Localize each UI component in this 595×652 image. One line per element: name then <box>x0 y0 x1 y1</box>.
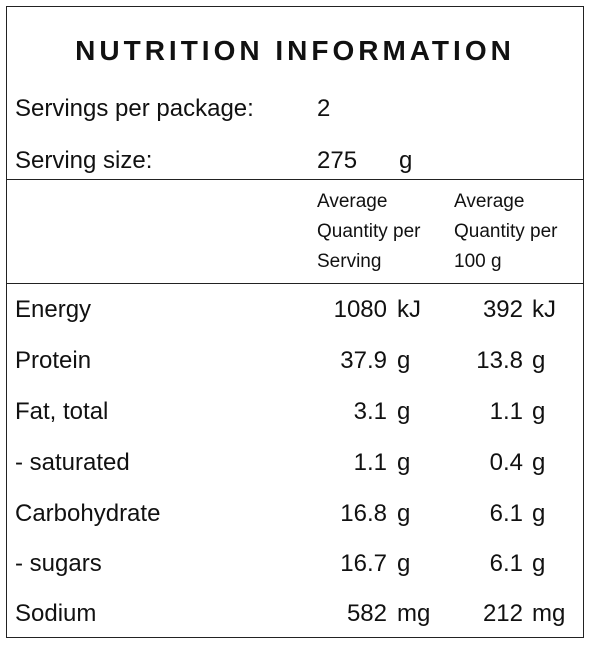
nutrient-name: Fat, total <box>15 398 109 425</box>
servings-value: 2 <box>317 95 331 122</box>
nutrient-name: Carbohydrate <box>15 500 161 527</box>
per100-unit: g <box>532 550 546 577</box>
serving-unit: g <box>397 500 411 527</box>
header-line: 100 g <box>454 251 502 272</box>
per100-unit: mg <box>532 600 566 627</box>
serving-unit: g <box>397 449 411 476</box>
nutrition-panel: NUTRITION INFORMATION Servings per packa… <box>6 6 584 638</box>
serving-value: 16.8 <box>340 500 387 527</box>
per100-unit: kJ <box>532 296 556 323</box>
per100-unit: g <box>532 500 546 527</box>
header-line: Serving <box>317 251 382 272</box>
header-line: Quantity per <box>454 221 558 242</box>
column-header-per-serving: Average Quantity per Serving <box>317 187 421 277</box>
serving-value: 3.1 <box>353 398 387 425</box>
servings-label: Servings per package: <box>15 95 254 122</box>
per100-unit: g <box>532 398 546 425</box>
divider-header <box>7 283 583 284</box>
serving-unit: g <box>397 347 411 374</box>
per100-value: 13.8 <box>476 347 523 374</box>
serving-size-unit: g <box>399 147 413 174</box>
nutrient-name: - sugars <box>15 550 102 577</box>
per100-value: 6.1 <box>489 500 523 527</box>
serving-size-label: Serving size: <box>15 147 153 174</box>
serving-size-value: 275 <box>317 147 358 174</box>
per100-value: 1.1 <box>489 398 523 425</box>
header-line: Quantity per <box>317 221 421 242</box>
serving-value: 1.1 <box>353 449 387 476</box>
per100-value: 0.4 <box>489 449 523 476</box>
header-line: Average <box>454 191 525 212</box>
nutrient-name: Sodium <box>15 600 97 627</box>
serving-value: 37.9 <box>340 347 387 374</box>
nutrient-name: - saturated <box>15 449 130 476</box>
per100-value: 6.1 <box>489 550 523 577</box>
serving-unit: mg <box>397 600 431 627</box>
serving-value: 582 <box>346 600 387 627</box>
serving-unit: g <box>397 398 411 425</box>
nutrient-name: Energy <box>15 296 92 323</box>
serving-unit: kJ <box>397 296 421 323</box>
per100-value: 212 <box>482 600 523 627</box>
column-header-per-100g: Average Quantity per 100 g <box>454 187 558 277</box>
per100-unit: g <box>532 449 546 476</box>
per100-value: 392 <box>482 296 523 323</box>
nutrient-name: Protein <box>15 347 92 374</box>
serving-value: 1080 <box>333 296 387 323</box>
panel-title: NUTRITION INFORMATION <box>75 35 515 66</box>
header-line: Average <box>317 191 388 212</box>
serving-value: 16.7 <box>340 550 387 577</box>
per100-unit: g <box>532 347 546 374</box>
divider-top <box>7 179 583 180</box>
serving-unit: g <box>397 550 411 577</box>
